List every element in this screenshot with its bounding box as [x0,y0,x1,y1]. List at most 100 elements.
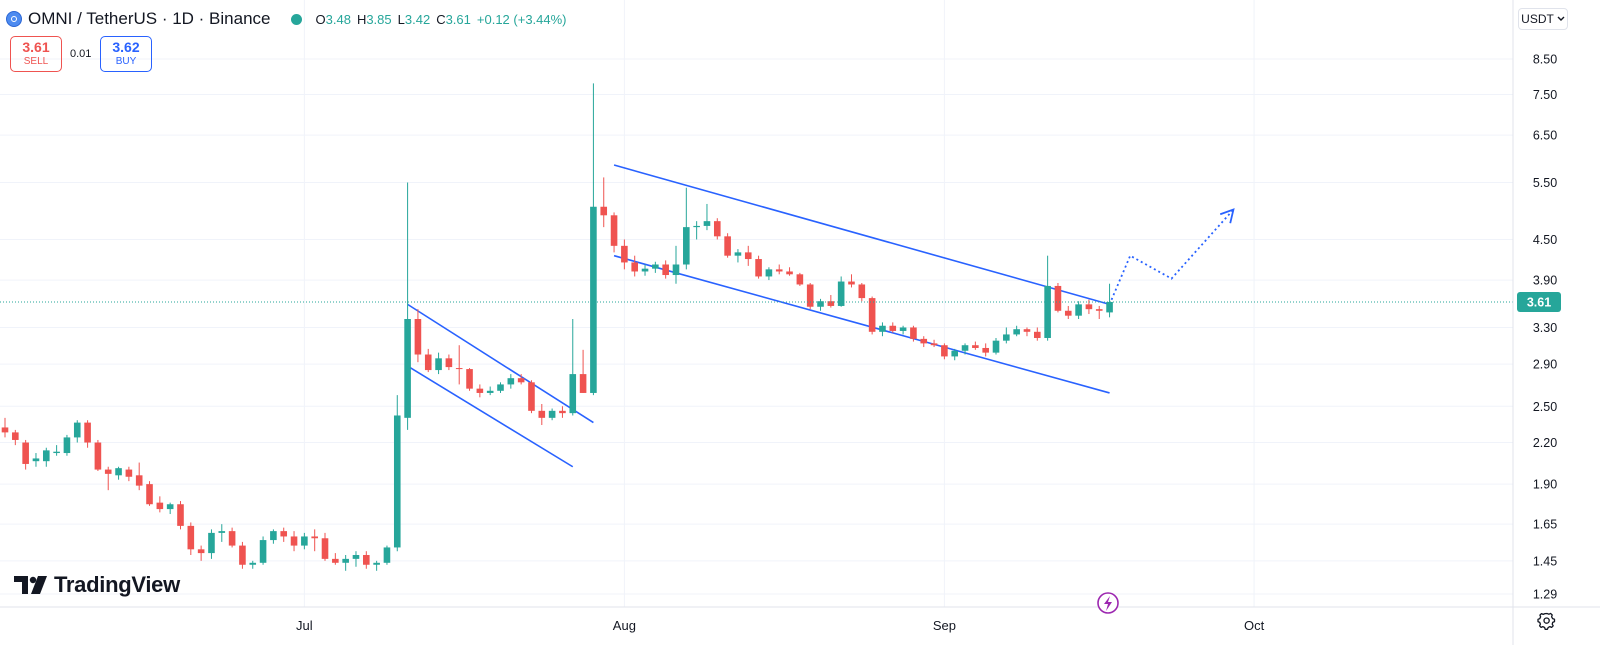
candle-body [445,358,453,368]
candle-body [590,206,597,393]
candle [662,260,669,279]
candle-body [610,215,618,246]
price-tick-label: 2.90 [1533,358,1557,372]
projection-arrowhead [1219,208,1235,224]
candle [1044,255,1051,341]
candle-body [352,555,360,559]
candle-body [12,432,19,440]
current-price-text: 3.61 [1527,295,1551,309]
candle-body [775,269,783,272]
candle-body [1044,285,1051,338]
sell-button[interactable]: 3.61 SELL [10,36,62,72]
candle [1075,301,1082,320]
candle [125,466,133,482]
event-marker-icon[interactable] [1097,592,1119,614]
candle [311,529,318,552]
candle-body [703,221,711,226]
tradingview-logo[interactable]: TradingView [14,572,180,598]
candle [744,245,752,266]
candle [115,466,122,480]
candle [858,282,866,302]
candle-body [600,206,608,216]
chart-header: OMNI / TetherUS · 1D · Binance O3.48 H3.… [6,8,567,30]
candle [383,545,391,565]
sell-price: 3.61 [22,39,50,55]
candle-body [538,410,546,418]
price-tick-label: 6.50 [1533,129,1557,143]
candle-body [228,531,236,546]
time-tick-label: Oct [1244,618,1265,633]
candle-body [972,345,979,348]
candle-body [507,378,515,385]
candle [848,274,855,288]
candle-body [486,390,494,393]
candle [218,524,226,542]
candle-body [941,345,948,357]
candle-body [249,562,257,565]
candle-body [1,427,9,433]
candle [135,462,143,491]
candle-body [156,502,164,510]
price-tick-label: 2.50 [1533,400,1557,414]
candle [94,439,102,471]
candle-body [662,264,669,276]
candle [321,532,329,561]
candle [621,239,628,270]
candle [559,406,566,418]
candle-body [424,354,432,371]
candle [373,560,380,571]
candle-body [321,538,329,559]
symbol-title[interactable]: OMNI / TetherUS · 1D · Binance [28,9,271,28]
candle-body [73,422,81,438]
candle [941,343,948,360]
candle [868,296,876,335]
candle-body [104,469,112,474]
candle [290,531,298,552]
candle [466,368,473,391]
candle [497,382,504,393]
candle-body [837,281,845,306]
chevron-down-icon [1557,16,1565,21]
candle-body [652,264,659,269]
candle-body [621,245,628,263]
ohlc-open: O3.48 [315,11,351,27]
candle-body [435,358,442,371]
time-axis[interactable]: Jul Aug Sep Oct [0,606,1600,633]
candle [177,501,184,530]
candle [724,233,731,258]
price-axis[interactable]: 8.50 7.50 6.50 5.50 4.50 3.90 3.30 2.90 2.50 2.20… [1512,0,1561,645]
candle-body [208,532,215,554]
candle-body [125,469,133,477]
price-tick-label: 2.20 [1533,436,1557,450]
time-tick-label: Aug [613,618,636,633]
settings-gear-icon[interactable] [1537,611,1557,631]
candle-body [1064,310,1072,316]
candle [641,264,649,276]
tradingview-logo-icon [14,576,47,594]
candle [693,221,700,240]
candle-body [899,327,907,331]
candle [270,529,277,544]
sell-label: SELL [23,56,49,67]
tradingview-logo-text: TradingView [54,572,180,597]
candle-body [1075,304,1082,316]
candle-body [744,252,752,260]
candle-body [672,264,680,276]
candle-body [693,225,700,228]
candle-body [1085,304,1093,310]
candle-body [734,252,742,256]
price-tick-label: 3.90 [1533,274,1557,288]
buy-button[interactable]: 3.62 BUY [100,36,152,72]
candle [249,560,257,569]
candle [548,408,556,421]
currency-selector[interactable]: USDT [1518,8,1568,30]
price-tick-label: 1.90 [1533,478,1557,492]
candle-body [786,271,793,275]
candle-body [466,369,473,389]
candle [166,502,174,515]
buy-label: BUY [115,56,137,67]
candle-body [765,269,773,277]
candle [703,203,711,231]
candle-body [755,259,762,277]
